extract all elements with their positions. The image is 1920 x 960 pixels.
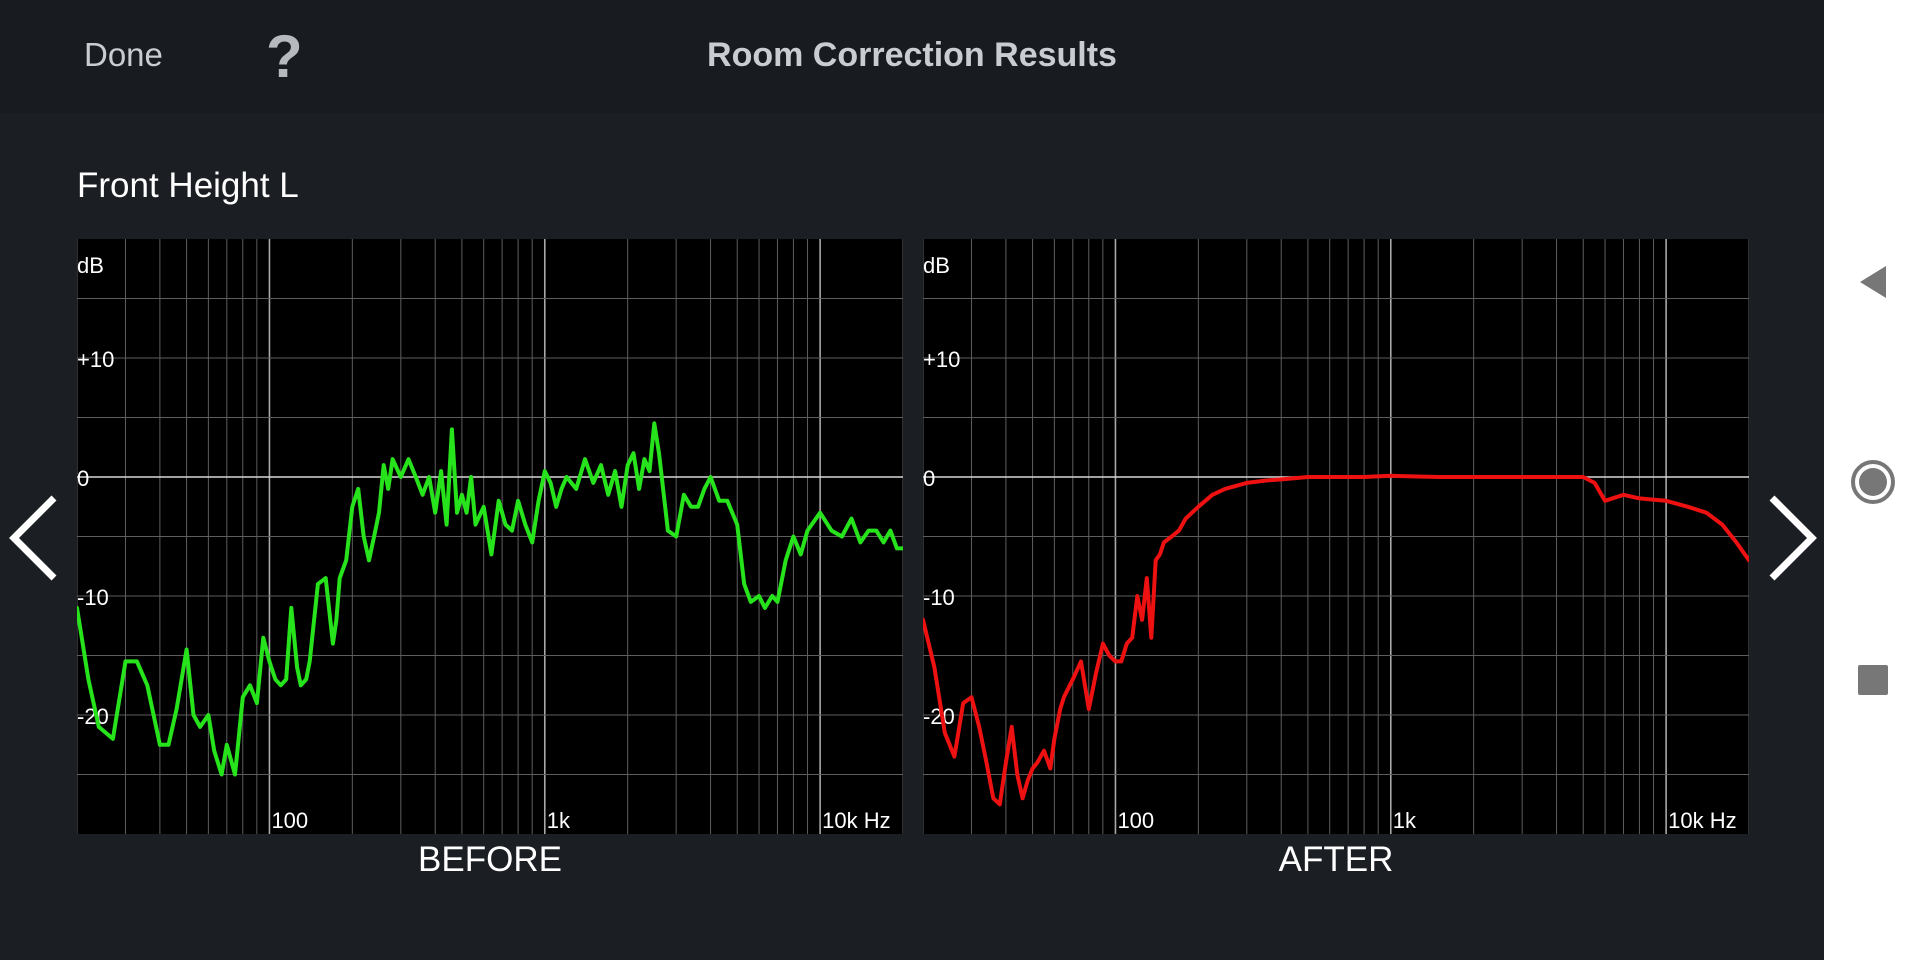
system-recent-apps-button[interactable] bbox=[1824, 664, 1920, 701]
top-bar: Done ? Room Correction Results bbox=[0, 0, 1824, 113]
y-tick-label: -10 bbox=[77, 585, 109, 610]
square-recent-icon bbox=[1858, 665, 1888, 695]
system-back-button[interactable] bbox=[1824, 262, 1920, 307]
x-tick-label: 1k bbox=[547, 808, 571, 833]
y-tick-label: -10 bbox=[923, 585, 955, 610]
y-tick-label: +10 bbox=[77, 347, 114, 372]
done-button[interactable]: Done bbox=[84, 36, 163, 73]
y-axis-unit-label: dB bbox=[77, 253, 104, 278]
x-tick-label: 100 bbox=[271, 808, 308, 833]
help-button[interactable]: ? bbox=[266, 23, 303, 90]
y-axis-unit-label: dB bbox=[923, 253, 950, 278]
y-tick-label: +10 bbox=[923, 347, 960, 372]
previous-channel-button[interactable] bbox=[6, 492, 62, 589]
after-chart: dB +10 0 -10 -20 100 1k 10k Hz bbox=[923, 239, 1749, 834]
system-home-button[interactable] bbox=[1824, 460, 1920, 509]
before-response-curve bbox=[77, 421, 903, 777]
y-tick-label: 0 bbox=[77, 466, 89, 491]
circle-home-icon bbox=[1851, 460, 1895, 504]
x-tick-label: 10k Hz bbox=[1668, 808, 1736, 833]
before-chart: dB +10 0 -10 -20 100 1k 10k Hz bbox=[77, 239, 903, 834]
before-caption: BEFORE bbox=[418, 840, 562, 879]
next-channel-button[interactable] bbox=[1764, 492, 1820, 589]
system-navigation-bar bbox=[1824, 0, 1920, 960]
x-tick-label: 1k bbox=[1393, 808, 1417, 833]
chevron-left-icon bbox=[9, 495, 57, 581]
chevron-right-icon bbox=[1769, 495, 1817, 581]
channel-name: Front Height L bbox=[77, 166, 299, 205]
app-window: Done ? Room Correction Results Front Hei… bbox=[0, 0, 1824, 879]
after-caption: AFTER bbox=[1278, 840, 1394, 879]
triangle-back-icon bbox=[1860, 266, 1886, 298]
page-title: Room Correction Results bbox=[707, 36, 1117, 74]
x-tick-label: 100 bbox=[1117, 808, 1154, 833]
after-response-curve bbox=[923, 473, 1749, 807]
y-tick-label: 0 bbox=[923, 466, 935, 491]
x-tick-label: 10k Hz bbox=[822, 808, 890, 833]
